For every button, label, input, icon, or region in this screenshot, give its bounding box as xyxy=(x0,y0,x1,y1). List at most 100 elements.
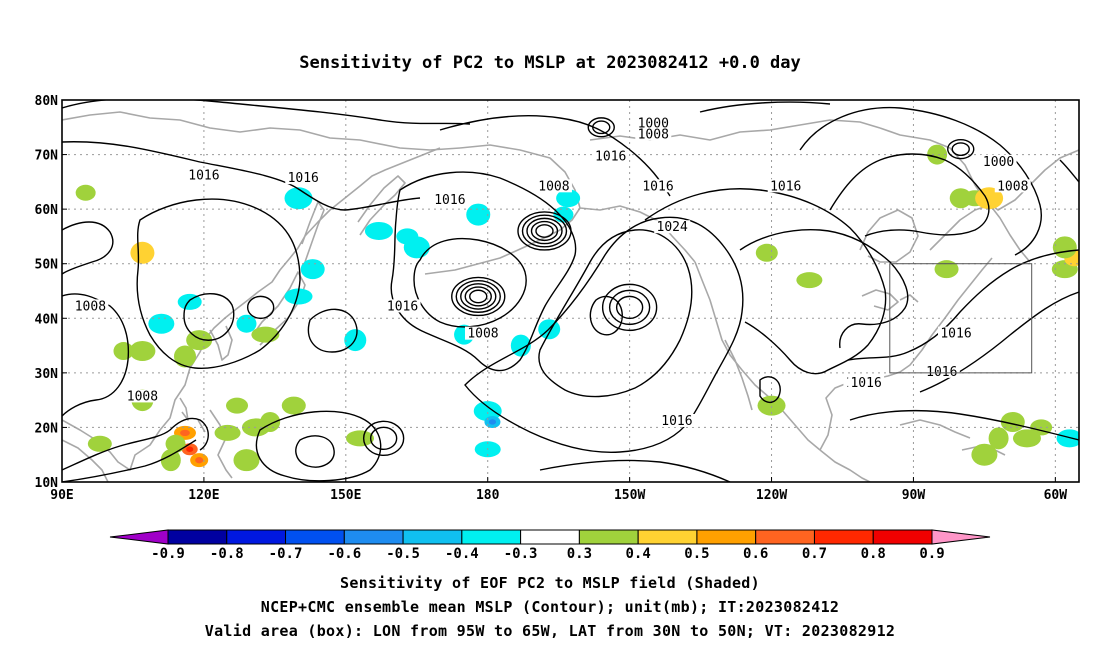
colorbar-bin xyxy=(578,529,639,545)
colorbar-tick-label: 0.9 xyxy=(919,546,944,562)
lat-tick-label: 10N xyxy=(35,476,59,491)
shade-patch xyxy=(260,411,281,432)
contour-label-bg xyxy=(431,192,468,206)
colorbar-bin xyxy=(872,529,933,545)
contour-label-bg xyxy=(848,375,885,389)
low-center-ring xyxy=(587,117,615,138)
shade-patch xyxy=(165,434,186,453)
contour-label: 1008 xyxy=(538,179,569,194)
shade-patch xyxy=(281,396,306,415)
shade-patch xyxy=(129,341,156,362)
lon-tick-label: 180 xyxy=(476,488,500,503)
colorbar-bin xyxy=(402,529,463,545)
colorbar-tick-label: 0.5 xyxy=(684,546,709,562)
contour-1016-asia-big xyxy=(136,198,301,370)
contour-1016-mexico xyxy=(759,376,781,403)
low-center-ring xyxy=(455,279,501,313)
lat-tick-label: 80N xyxy=(35,94,59,109)
lon-tick-label: 60W xyxy=(1044,488,1068,503)
coast-indochina xyxy=(62,439,109,482)
colorbar-bin xyxy=(285,529,345,545)
contour-label-bg xyxy=(384,299,421,313)
colorbar: -0.9 -0.8 -0.7 -0.6 -0.5 -0.4 -0.3 0.3 0.4 0.5 0.6… xyxy=(109,529,991,562)
contour-label-bg xyxy=(635,127,672,141)
shade-patch xyxy=(934,260,959,279)
high-center-ring xyxy=(362,420,405,457)
contour-label: 1016 xyxy=(661,414,692,429)
colorbar-bin xyxy=(637,529,698,545)
shade-patch xyxy=(75,184,96,201)
contour-label: 1016 xyxy=(595,149,626,164)
lat-tick-label: 40N xyxy=(35,312,59,327)
contour-1016-south-high xyxy=(255,410,382,482)
shade-patch xyxy=(949,188,972,209)
shade-patch xyxy=(364,221,393,240)
contour-1024-inner xyxy=(589,295,623,336)
pressure-centers xyxy=(246,117,975,457)
coast-us-west xyxy=(694,261,821,451)
shade-patch xyxy=(284,288,313,305)
low-center-ring xyxy=(517,211,572,251)
shade-patch-core xyxy=(180,429,190,437)
coast-gulf xyxy=(819,257,993,451)
colorbar-tick-label: -0.4 xyxy=(445,546,479,562)
lat-tick-label: 30N xyxy=(35,367,59,382)
contour-1016-canada xyxy=(739,228,909,349)
contour-label: 1016 xyxy=(926,365,957,380)
lat-tick-label: 20N xyxy=(35,421,59,436)
caption-line-3: Valid area (box): LON from 95W to 65W, L… xyxy=(204,622,896,640)
lon-tick-label: 150E xyxy=(330,488,361,503)
high-center-ring xyxy=(369,426,398,451)
contour-label-bg xyxy=(640,179,677,193)
low-center-ring xyxy=(592,120,611,135)
low-center-ring xyxy=(530,220,559,242)
contour-label-bg xyxy=(994,179,1031,193)
contour-label-bg xyxy=(635,116,672,130)
contour-1024-high xyxy=(538,229,693,398)
high-center-ring xyxy=(608,289,651,326)
shade-patch xyxy=(148,313,175,334)
shade-patch xyxy=(1056,429,1079,448)
high-center-ring xyxy=(601,283,658,332)
coast-arctic xyxy=(62,111,461,151)
contour-1016-east-pacific xyxy=(644,188,887,375)
high-center-ring xyxy=(615,295,644,320)
shade-patch xyxy=(214,424,241,441)
lon-tick-label: 90W xyxy=(902,488,926,503)
shade-patch xyxy=(556,189,581,208)
contour-label-bg xyxy=(72,299,109,313)
shade-patch xyxy=(346,430,375,447)
low-center-ring xyxy=(469,289,488,304)
contour-1016-atlantic xyxy=(919,291,1079,393)
contour-label: 1008 xyxy=(75,299,106,314)
contour-label: 1000 xyxy=(983,155,1014,170)
shade-patch xyxy=(1000,411,1025,432)
contour-1016-arctic-east xyxy=(699,101,831,113)
colorbar-tick-label: -0.6 xyxy=(327,546,361,562)
coast-kamchatka xyxy=(357,175,406,236)
contour-label-bg xyxy=(592,149,629,163)
shade-patch xyxy=(226,397,249,414)
lat-tick-label: 70N xyxy=(35,149,59,164)
low-center-ring xyxy=(947,139,975,160)
low-center-ring xyxy=(535,224,554,238)
shade-patch xyxy=(1052,236,1077,259)
colorbar-bin xyxy=(696,529,757,545)
coast-japan xyxy=(251,271,306,346)
caption-line-2: NCEP+CMC ensemble mean MSLP (Contour); u… xyxy=(260,598,840,616)
contour-label-bg xyxy=(464,326,501,340)
contour-label-bg xyxy=(654,220,691,234)
contour-1016-mid xyxy=(464,216,744,454)
contour-label: 1024 xyxy=(657,220,688,235)
shade-patch xyxy=(755,243,778,262)
contour-label-bg xyxy=(938,326,975,340)
low-center-ring xyxy=(951,142,970,157)
contour-label: 1016 xyxy=(642,179,673,194)
shade-patch xyxy=(988,427,1009,450)
colorbar-arrow-left xyxy=(109,529,169,545)
contour-1008-north-atlantic xyxy=(829,153,990,237)
colorbar-bin xyxy=(520,529,580,545)
colorbar-tick-label: -0.7 xyxy=(269,546,303,562)
lat-tick-label: 60N xyxy=(35,203,59,218)
